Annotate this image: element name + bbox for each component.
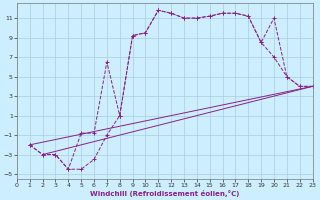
X-axis label: Windchill (Refroidissement éolien,°C): Windchill (Refroidissement éolien,°C) bbox=[90, 190, 239, 197]
